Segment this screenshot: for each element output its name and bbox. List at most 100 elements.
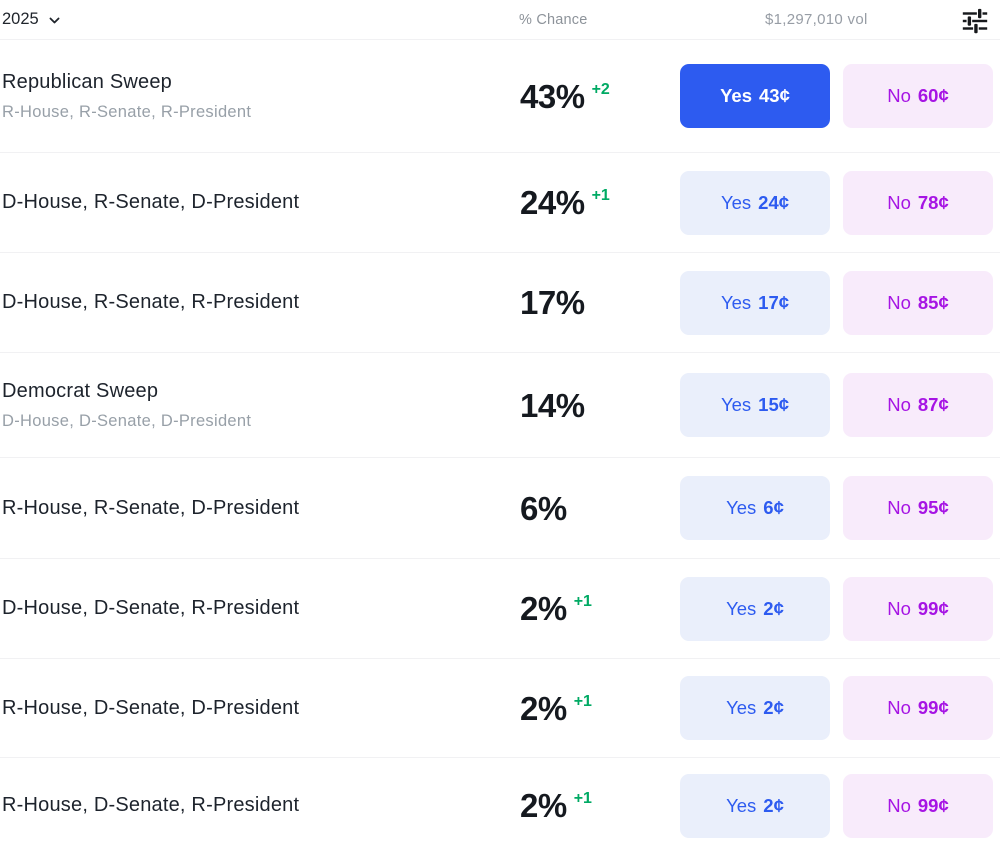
yes-price: 24¢: [758, 191, 790, 213]
yes-price: 43¢: [759, 85, 790, 106]
outcome-link[interactable]: R-House, D-Senate, D-President: [2, 697, 520, 720]
outcome-row: R-House, R-Senate, D-President 6% Yes 6¢…: [0, 457, 1000, 558]
no-button[interactable]: No 78¢: [843, 170, 993, 235]
yes-label: Yes: [720, 291, 752, 313]
outcome-title: R-House, D-Senate, R-President: [2, 794, 300, 816]
yes-button[interactable]: Yes 6¢: [680, 476, 830, 540]
yes-button[interactable]: Yes 2¢: [680, 676, 830, 740]
no-label: No: [887, 191, 911, 213]
chance-cell: 43% +2: [520, 80, 680, 113]
yes-price: 2¢: [763, 597, 784, 619]
outcome-link[interactable]: D-House, R-Senate, D-President: [2, 191, 520, 214]
filter-settings-button[interactable]: [958, 4, 992, 38]
outcome-subtitle: D-House, D-Senate, D-President: [2, 411, 252, 430]
chance-value: 43%: [520, 77, 585, 115]
yes-label: Yes: [726, 597, 757, 619]
outcome-row: R-House, D-Senate, R-President 2% +1 Yes…: [0, 757, 1000, 853]
no-label: No: [887, 794, 911, 816]
yes-button[interactable]: Yes 17¢: [680, 270, 830, 335]
yes-label: Yes: [726, 497, 757, 518]
yes-price: 15¢: [758, 394, 790, 415]
outcome-link[interactable]: R-House, D-Senate, R-President: [2, 794, 520, 817]
no-price: 95¢: [917, 497, 949, 518]
no-label: No: [887, 697, 911, 718]
no-price: 87¢: [917, 394, 949, 415]
no-button[interactable]: No 87¢: [843, 373, 993, 437]
yes-label: Yes: [726, 697, 757, 718]
no-button[interactable]: No 99¢: [843, 576, 993, 641]
chance-value: 17%: [520, 284, 585, 321]
chance-cell: 14%: [520, 389, 680, 422]
year-filter-label: 2025: [2, 10, 39, 28]
chance-cell: 6%: [520, 492, 680, 525]
chance-change-badge: +1: [573, 593, 592, 610]
no-label: No: [887, 85, 911, 106]
outcome-title: R-House, D-Senate, D-President: [2, 696, 300, 719]
yes-label: Yes: [720, 394, 752, 415]
chance-cell: 17%: [520, 286, 680, 319]
no-price: 99¢: [917, 794, 949, 816]
outcome-row: R-House, D-Senate, D-President 2% +1 Yes…: [0, 658, 1000, 757]
chance-value: 2%: [520, 787, 567, 824]
chance-cell: 2% +1: [520, 592, 680, 625]
no-button[interactable]: No 99¢: [843, 676, 993, 740]
outcome-link[interactable]: Democrat Sweep D-House, D-Senate, D-Pres…: [2, 380, 520, 431]
yes-price: 6¢: [763, 497, 784, 518]
sliders-icon: [960, 6, 990, 36]
outcome-link[interactable]: D-House, D-Senate, R-President: [2, 597, 520, 620]
outcome-title: Democrat Sweep: [2, 379, 159, 402]
outcome-row: D-House, R-Senate, D-President 24% +1 Ye…: [0, 152, 1000, 252]
chance-value: 6%: [520, 489, 567, 527]
no-button[interactable]: No 95¢: [843, 476, 993, 540]
yes-price: 2¢: [763, 794, 784, 816]
outcome-title: Republican Sweep: [2, 70, 172, 93]
outcome-link[interactable]: R-House, R-Senate, D-President: [2, 497, 520, 520]
chance-value: 14%: [520, 386, 585, 424]
outcome-title: D-House, R-Senate, R-President: [2, 291, 300, 313]
yes-button[interactable]: Yes 15¢: [680, 373, 830, 437]
no-price: 78¢: [917, 191, 949, 213]
chance-cell: 2% +1: [520, 692, 680, 725]
yes-label: Yes: [726, 794, 757, 816]
outcome-row: D-House, D-Senate, R-President 2% +1 Yes…: [0, 558, 1000, 658]
outcome-link[interactable]: Republican Sweep R-House, R-Senate, R-Pr…: [2, 71, 520, 122]
no-price: 60¢: [917, 85, 949, 106]
chance-column-header: % Chance: [519, 11, 588, 28]
no-label: No: [887, 497, 911, 518]
year-filter-dropdown[interactable]: 2025: [2, 10, 61, 29]
outcome-subtitle: R-House, R-Senate, R-President: [2, 102, 252, 121]
yes-button[interactable]: Yes 43¢: [680, 64, 830, 128]
no-price: 99¢: [917, 597, 949, 619]
yes-button[interactable]: Yes 2¢: [680, 773, 830, 838]
no-button[interactable]: No 60¢: [843, 64, 993, 128]
volume-label: $1,297,010 vol: [765, 11, 868, 28]
chance-change-badge: +2: [591, 80, 610, 98]
yes-price: 17¢: [758, 291, 790, 313]
no-button[interactable]: No 85¢: [843, 270, 993, 335]
no-label: No: [887, 597, 911, 619]
chance-change-badge: +1: [573, 790, 592, 807]
yes-label: Yes: [720, 191, 752, 213]
outcome-title: D-House, R-Senate, D-President: [2, 191, 300, 213]
chance-change-badge: +1: [591, 187, 610, 204]
chance-cell: 24% +1: [520, 186, 680, 219]
list-header-bar: 2025 % Chance $1,297,010 vol: [0, 0, 1000, 40]
yes-button[interactable]: Yes 2¢: [680, 576, 830, 641]
no-price: 85¢: [917, 291, 949, 313]
chance-change-badge: +1: [573, 692, 592, 710]
chance-value: 2%: [520, 590, 567, 627]
outcome-link[interactable]: D-House, R-Senate, R-President: [2, 291, 520, 314]
no-label: No: [887, 394, 911, 415]
outcome-title: D-House, D-Senate, R-President: [2, 597, 300, 619]
no-price: 99¢: [917, 697, 949, 718]
chance-cell: 2% +1: [520, 789, 680, 822]
outcome-row: Democrat Sweep D-House, D-Senate, D-Pres…: [0, 352, 1000, 457]
chance-value: 24%: [520, 184, 585, 221]
yes-price: 2¢: [763, 697, 784, 718]
no-button[interactable]: No 99¢: [843, 773, 993, 838]
yes-button[interactable]: Yes 24¢: [680, 170, 830, 235]
chance-value: 2%: [520, 689, 567, 727]
chevron-down-icon: [48, 14, 61, 27]
yes-label: Yes: [720, 85, 753, 106]
